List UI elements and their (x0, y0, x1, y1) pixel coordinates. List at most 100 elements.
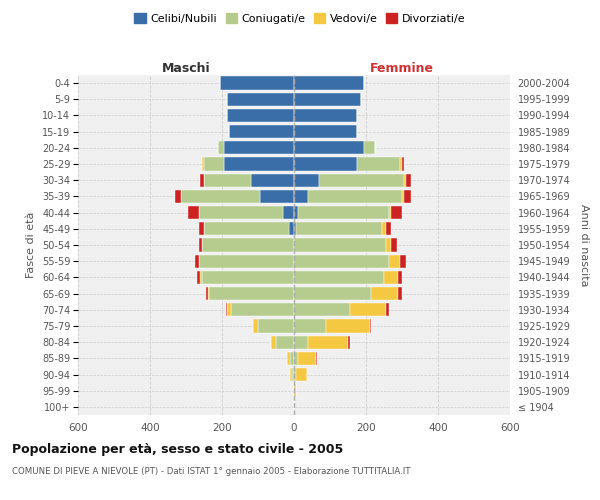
Bar (197, 270, 200, 284)
Bar (398, 287, 402, 300)
Bar (290, 352, 294, 365)
Bar (308, 336, 348, 349)
Bar (294, 303, 350, 316)
Bar (195, 254, 199, 268)
Bar (404, 174, 406, 187)
Bar (371, 287, 398, 300)
Bar (290, 368, 292, 381)
Bar (348, 336, 350, 349)
Bar (260, 190, 294, 203)
Bar (206, 287, 208, 300)
Bar (294, 238, 386, 252)
Bar (294, 352, 298, 365)
Bar (229, 125, 294, 138)
Bar (294, 125, 357, 138)
Bar (391, 238, 397, 252)
Bar (398, 270, 402, 284)
Bar (202, 270, 294, 284)
Bar (204, 222, 289, 235)
Bar (199, 206, 283, 220)
Bar (294, 287, 371, 300)
Bar (386, 238, 391, 252)
Bar (231, 303, 294, 316)
Y-axis label: Fasce di età: Fasce di età (26, 212, 37, 278)
Bar (402, 190, 404, 203)
Bar (292, 368, 294, 381)
Bar (370, 320, 371, 332)
Bar (227, 92, 294, 106)
Bar (294, 320, 326, 332)
Bar (251, 174, 294, 187)
Bar (294, 384, 296, 398)
Bar (400, 254, 406, 268)
Bar (319, 174, 404, 187)
Bar (204, 158, 224, 170)
Bar (386, 222, 391, 235)
Bar (224, 158, 294, 170)
Bar (294, 141, 364, 154)
Bar (227, 109, 294, 122)
Bar (289, 222, 294, 235)
Bar (200, 174, 204, 187)
Bar (400, 158, 402, 170)
Bar (202, 238, 294, 252)
Text: Maschi: Maschi (161, 62, 211, 75)
Bar (386, 303, 389, 316)
Bar (298, 206, 389, 220)
Bar (188, 206, 199, 220)
Bar (308, 190, 402, 203)
Bar (382, 222, 386, 235)
Bar (294, 254, 389, 268)
Bar (296, 222, 382, 235)
Bar (294, 76, 364, 90)
Y-axis label: Anni di nascita: Anni di nascita (579, 204, 589, 286)
Bar (294, 158, 357, 170)
Bar (218, 141, 224, 154)
Bar (389, 206, 391, 220)
Bar (316, 352, 317, 365)
Bar (391, 206, 402, 220)
Bar (384, 270, 398, 284)
Bar (404, 190, 411, 203)
Bar (364, 141, 375, 154)
Text: Popolazione per età, sesso e stato civile - 2005: Popolazione per età, sesso e stato civil… (12, 442, 343, 456)
Bar (402, 158, 404, 170)
Bar (294, 174, 319, 187)
Bar (294, 190, 308, 203)
Bar (294, 206, 298, 220)
Bar (208, 287, 209, 300)
Text: Femmine: Femmine (370, 62, 434, 75)
Bar (350, 303, 386, 316)
Bar (357, 158, 400, 170)
Bar (253, 320, 258, 332)
Bar (389, 254, 400, 268)
Bar (294, 270, 384, 284)
Bar (283, 206, 294, 220)
Text: COMUNE DI PIEVE A NIEVOLE (PT) - Dati ISTAT 1° gennaio 2005 - Elaborazione TUTTI: COMUNE DI PIEVE A NIEVOLE (PT) - Dati IS… (12, 468, 410, 476)
Bar (224, 141, 294, 154)
Bar (294, 222, 296, 235)
Bar (298, 352, 316, 365)
Bar (326, 320, 370, 332)
Bar (175, 190, 181, 203)
Bar (227, 303, 231, 316)
Bar (204, 174, 251, 187)
Bar (199, 222, 204, 235)
Legend: Celibi/Nubili, Coniugati/e, Vedovi/e, Divorziati/e: Celibi/Nubili, Coniugati/e, Vedovi/e, Di… (132, 10, 468, 26)
Bar (226, 303, 227, 316)
Bar (200, 270, 202, 284)
Bar (294, 336, 308, 349)
Bar (199, 238, 202, 252)
Bar (199, 254, 294, 268)
Bar (406, 174, 411, 187)
Bar (276, 336, 294, 349)
Bar (294, 109, 357, 122)
Bar (271, 336, 276, 349)
Bar (220, 76, 294, 90)
Bar (209, 287, 294, 300)
Bar (287, 352, 290, 365)
Bar (294, 92, 361, 106)
Bar (294, 368, 296, 381)
Bar (202, 158, 204, 170)
Bar (181, 190, 260, 203)
